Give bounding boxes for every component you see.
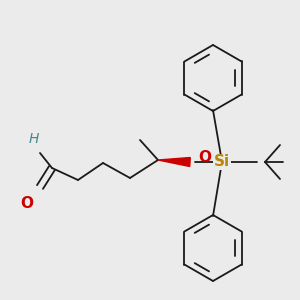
Text: O: O [198,149,211,164]
Text: Si: Si [214,154,230,169]
Text: O: O [20,196,34,211]
Polygon shape [158,158,190,166]
Text: H: H [29,132,39,146]
